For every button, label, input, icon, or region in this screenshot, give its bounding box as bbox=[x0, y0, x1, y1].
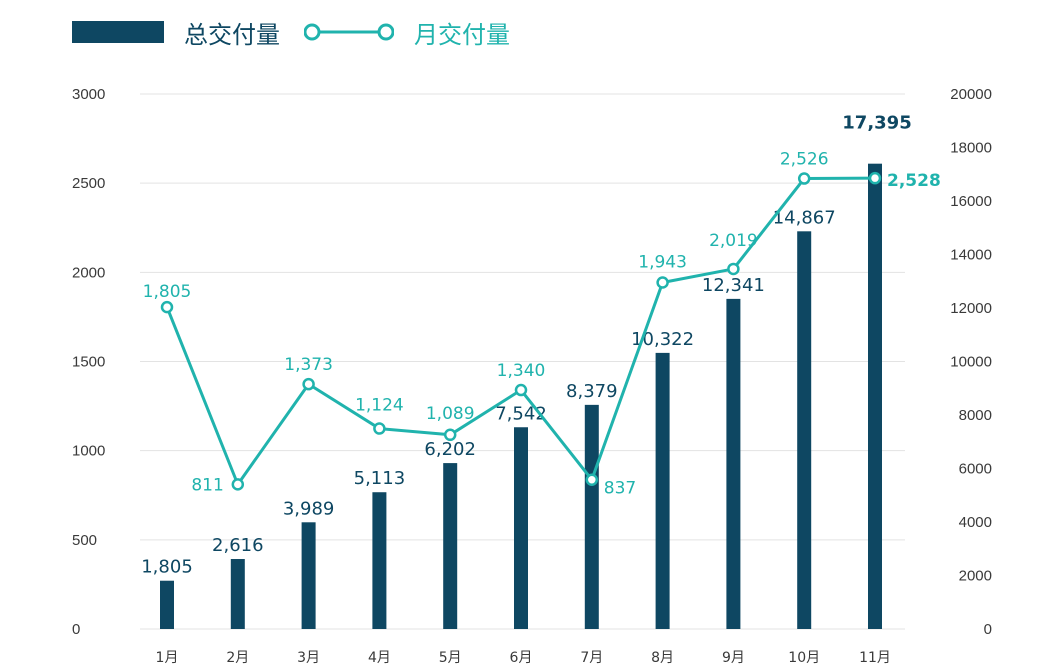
category-label: 6月 bbox=[510, 650, 533, 666]
right-axis-tick-label: 4000 bbox=[959, 514, 992, 531]
line-value-label: 1,373 bbox=[284, 355, 333, 375]
bar bbox=[726, 298, 741, 629]
bar bbox=[160, 580, 174, 629]
line-series bbox=[160, 171, 882, 491]
right-axis-tick-label: 6000 bbox=[959, 461, 992, 478]
line-point bbox=[443, 428, 457, 442]
line-data-labels: 1,805 811 1,373 1,124 1,089 1,340 837 1,943 2,01… bbox=[143, 150, 941, 499]
bar bbox=[514, 427, 528, 629]
bar-value-label: 8,379 bbox=[566, 381, 618, 402]
bar bbox=[868, 163, 882, 629]
left-y-axis: 0 500 1000 1500 2000 2500 3000 bbox=[72, 86, 105, 638]
bar-value-label: 12,341 bbox=[702, 275, 765, 296]
left-axis-tick-label: 500 bbox=[72, 532, 97, 549]
bar-series bbox=[160, 163, 882, 630]
bar-value-label: 5,113 bbox=[354, 468, 406, 489]
line-value-label: 1,089 bbox=[426, 404, 475, 424]
right-axis-tick-label: 2000 bbox=[959, 568, 992, 585]
legend-line-swatch bbox=[304, 23, 394, 41]
category-label: 5月 bbox=[439, 650, 462, 666]
left-axis-tick-label: 3000 bbox=[72, 86, 105, 103]
right-axis-tick-label: 14000 bbox=[950, 247, 992, 264]
line-point bbox=[160, 300, 174, 314]
line-value-label: 2,019 bbox=[709, 231, 758, 251]
line-value-label: 837 bbox=[604, 479, 636, 499]
line-point bbox=[868, 171, 882, 185]
right-axis-tick-label: 0 bbox=[984, 621, 992, 638]
category-label: 2月 bbox=[226, 650, 249, 666]
bar bbox=[372, 492, 387, 629]
line-point bbox=[231, 478, 245, 491]
bar bbox=[655, 352, 670, 629]
line-value-label: 811 bbox=[191, 475, 223, 495]
line-point bbox=[727, 262, 740, 276]
bar bbox=[797, 231, 812, 630]
left-axis-tick-label: 0 bbox=[72, 621, 80, 638]
category-label: 11月 bbox=[859, 650, 891, 666]
line-value-label: 1,124 bbox=[355, 396, 404, 416]
right-y-axis: 0 2000 4000 6000 8000 10000 12000 14000 16000 180… bbox=[950, 86, 992, 638]
legend-bar-swatch bbox=[72, 21, 164, 43]
bar bbox=[584, 404, 599, 629]
category-label: 10月 bbox=[788, 650, 820, 666]
category-label: 8月 bbox=[651, 650, 674, 666]
right-axis-tick-label: 10000 bbox=[950, 354, 992, 371]
category-axis: 1月 2月 3月 4月 5月 6月 7月 8月 9月 10月 11月 bbox=[156, 650, 891, 666]
line-point bbox=[797, 172, 811, 185]
left-axis-tick-label: 1500 bbox=[72, 354, 105, 371]
line-value-label: 1,340 bbox=[497, 361, 546, 381]
category-label: 7月 bbox=[580, 650, 603, 666]
bar-value-label: 10,322 bbox=[631, 329, 694, 350]
left-axis-tick-label: 2000 bbox=[72, 264, 105, 281]
legend-line-label: 月交付量 bbox=[414, 20, 510, 49]
line-point bbox=[585, 473, 599, 486]
line-point bbox=[373, 422, 386, 435]
bar-data-labels: 1,8052,6163,9895,1136,2027,5428,37910,32… bbox=[141, 113, 912, 578]
category-label: 1月 bbox=[156, 650, 179, 666]
line-value-label: 1,943 bbox=[638, 252, 687, 272]
line-value-label: 2,526 bbox=[780, 150, 829, 170]
bar-value-label: 17,395 bbox=[842, 113, 911, 134]
left-axis-tick-label: 1000 bbox=[72, 443, 105, 460]
line-point bbox=[514, 383, 528, 397]
category-label: 9月 bbox=[722, 650, 745, 666]
bar-value-label: 2,616 bbox=[212, 535, 264, 556]
bar-value-label: 6,202 bbox=[424, 439, 476, 460]
category-label: 4月 bbox=[368, 650, 391, 666]
right-axis-tick-label: 16000 bbox=[950, 193, 992, 210]
right-axis-tick-label: 20000 bbox=[950, 86, 992, 103]
line-value-label: 1,805 bbox=[143, 282, 192, 302]
bar bbox=[301, 522, 316, 629]
line-point bbox=[656, 276, 669, 289]
bar bbox=[230, 559, 245, 629]
right-axis-tick-label: 8000 bbox=[959, 407, 992, 424]
bar bbox=[443, 463, 458, 629]
chart-legend: 总交付量 月交付量 bbox=[72, 14, 534, 50]
bar-value-label: 3,989 bbox=[283, 498, 335, 519]
line-value-label: 2,528 bbox=[887, 171, 941, 191]
right-axis-tick-label: 18000 bbox=[950, 140, 992, 157]
bar-value-label: 1,805 bbox=[141, 557, 193, 578]
left-axis-tick-label: 2500 bbox=[72, 175, 105, 192]
category-label: 3月 bbox=[297, 650, 320, 666]
line-point bbox=[302, 377, 315, 391]
legend-bar-label: 总交付量 bbox=[184, 20, 280, 49]
bar-value-label: 14,867 bbox=[773, 207, 836, 228]
right-axis-tick-label: 12000 bbox=[950, 300, 992, 317]
